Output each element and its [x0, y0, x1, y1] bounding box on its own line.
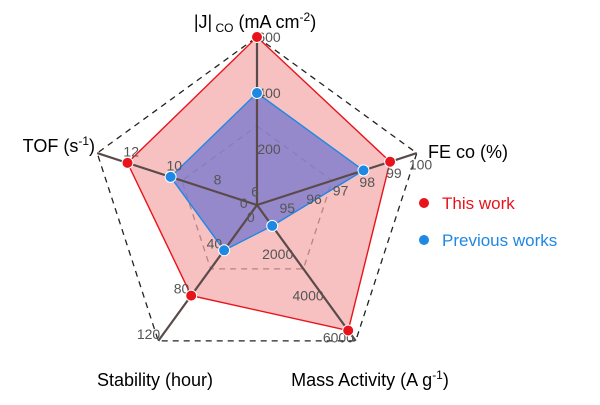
tick-label-0-0: 200	[257, 141, 281, 157]
axis-title-0: |J| CO (mA cm-2)	[194, 10, 316, 35]
tick-label-1-4: 99	[386, 165, 402, 181]
data-point-1-2	[266, 219, 279, 232]
data-point-1-1	[357, 164, 370, 177]
data-point-0-4	[121, 156, 134, 169]
axis-spoke-3	[157, 204, 258, 342]
legend-label-1: Previous works	[442, 231, 557, 250]
data-point-1-3	[218, 244, 231, 257]
tick-label-4-2: 10	[167, 158, 183, 174]
axis-titles: |J| CO (mA cm-2) FE co (%) Mass Activity (…	[23, 10, 508, 390]
tick-label-1-1: 96	[306, 191, 322, 207]
tick-label-2-0: 0	[247, 209, 255, 225]
legend: This work Previous works	[418, 194, 557, 250]
tick-label-3-2: 80	[174, 281, 190, 297]
legend-marker-0	[418, 197, 430, 209]
axis-title-4: TOF (s-1)	[23, 134, 95, 156]
tick-label-4-3: 12	[123, 144, 139, 160]
legend-label-0: This work	[442, 194, 515, 213]
legend-marker-1	[418, 234, 430, 246]
data-point-0-0	[251, 31, 263, 43]
tick-label-3-1: 40	[207, 235, 223, 251]
tick-label-1-2: 97	[333, 183, 349, 199]
tick-label-1-3: 98	[359, 174, 375, 190]
axis-title-1: FE co (%)	[428, 142, 508, 162]
data-points	[121, 31, 397, 337]
tick-label-1-5: 100	[409, 157, 433, 173]
tick-label-0-1: 400	[257, 85, 281, 101]
data-point-0-2	[342, 324, 355, 337]
tick-label-4-1: 8	[214, 172, 222, 188]
tick-label-3-3: 120	[137, 326, 161, 342]
data-point-0-1	[384, 155, 397, 168]
axis-title-2: Mass Activity (A g-1)	[291, 368, 449, 390]
axis-title-3: Stability (hour)	[97, 370, 213, 390]
tick-label-0-2: 600	[257, 29, 281, 45]
tick-label-2-1: 2000	[262, 246, 293, 262]
tick-label-2-2: 4000	[293, 288, 324, 304]
series-layer	[126, 36, 391, 332]
tick-labels: 2004006009596979899100020004000600004080…	[123, 29, 432, 346]
data-point-0-3	[185, 289, 198, 302]
tick-label-4-0: 6	[251, 184, 259, 200]
tick-label-1-0: 95	[280, 200, 296, 216]
tick-label-3-0: 0	[240, 195, 248, 211]
data-point-1-0	[251, 87, 263, 99]
series-area-1	[169, 92, 365, 252]
data-point-1-4	[164, 170, 177, 183]
